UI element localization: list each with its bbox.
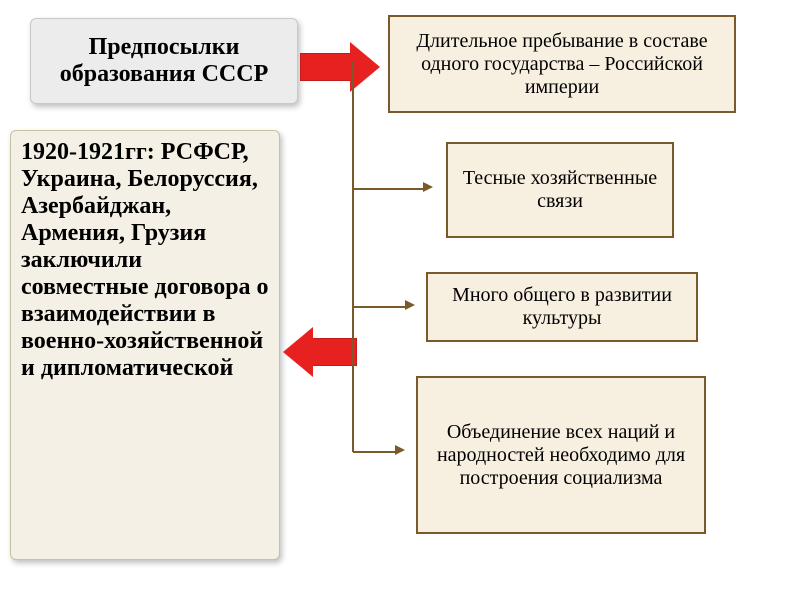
small-arrow-head (395, 445, 405, 455)
small-arrow-2 (353, 300, 415, 310)
arrow-right-shaft (300, 53, 350, 81)
small-arrow-shaft (353, 451, 395, 453)
small-arrow-head (423, 182, 433, 192)
factor-text: Тесные хозяйственные связи (458, 167, 662, 213)
arrow-left-main (283, 327, 357, 377)
context-text: 1920-1921гг: РСФСР, Украина, Белоруссия,… (21, 139, 269, 382)
factor-text: Много общего в развитии культуры (438, 284, 686, 330)
small-arrow-shaft (353, 306, 405, 308)
small-arrow-3 (353, 445, 405, 455)
small-arrow-shaft (353, 188, 423, 190)
vertical-connector (352, 62, 354, 452)
small-arrow-1 (353, 182, 433, 192)
factor-box-4: Объединение всех наций и народностей нео… (416, 376, 706, 534)
arrow-right-main (300, 42, 380, 92)
factor-box-1: Длительное пребывание в составе одного г… (388, 15, 736, 113)
factor-text: Объединение всех наций и народностей нео… (428, 421, 694, 490)
title-text: Предпосылки образования СССР (41, 34, 287, 88)
factor-text: Длительное пребывание в составе одного г… (400, 30, 724, 99)
context-box: 1920-1921гг: РСФСР, Украина, Белоруссия,… (10, 130, 280, 560)
arrow-left-head (283, 327, 313, 377)
small-arrow-head (405, 300, 415, 310)
title-box: Предпосылки образования СССР (30, 18, 298, 104)
factor-box-2: Тесные хозяйственные связи (446, 142, 674, 238)
arrow-right-head (350, 42, 380, 92)
factor-box-3: Много общего в развитии культуры (426, 272, 698, 342)
arrow-left-shaft (313, 338, 357, 366)
